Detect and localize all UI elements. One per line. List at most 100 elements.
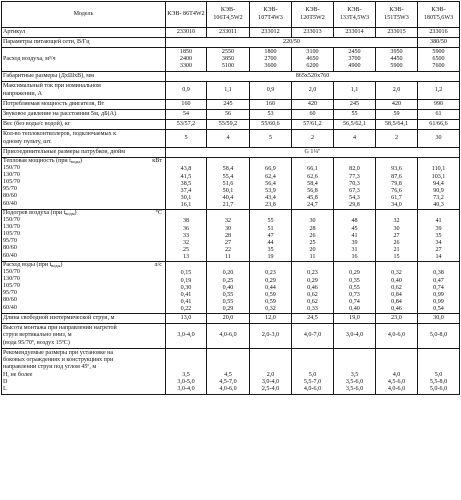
mount-height-value: 3,0-4,0 xyxy=(333,323,376,349)
air-heating-label: Подогрев воздуха (при tводы) °C xyxy=(3,210,162,217)
article-row: Артикул 233010 233011 233012 233013 2330… xyxy=(1,27,460,38)
mount-height-value: 2,0-3,0 xyxy=(249,323,292,349)
power-row: Потребляемая мощность двигателя, Вт 160 … xyxy=(1,99,460,110)
weight-row: Вес (без воды/с водой), кг 53/57,2 55/59… xyxy=(1,119,460,130)
weight-value: 61/66,6 xyxy=(417,119,460,130)
noise-value: 60 xyxy=(291,109,334,120)
power-value: 160 xyxy=(249,99,292,110)
air-heating-values: 32 30 27 26 21 15 xyxy=(375,209,418,262)
airflow-value: 3950 4450 5900 xyxy=(375,47,418,72)
jet-length-value: 13,0 xyxy=(165,313,207,324)
recommended-values: 5,0 5,5-8,0 5,0-6,0 xyxy=(417,348,460,395)
current-label: Максимальный ток при номинальном напряже… xyxy=(1,81,166,100)
recommended-values: 2,0 3,0-4,0 2,5-4,0 xyxy=(249,348,292,395)
jet-length-value: 23,0 xyxy=(375,313,418,324)
model-name: КЭВ- 180Т5,6W3 xyxy=(417,1,460,28)
noise-value: 59 xyxy=(375,109,418,120)
article-value: 233016 xyxy=(417,27,460,38)
water-flow-label: Расход воды (при tводы) л/с xyxy=(3,262,162,269)
regime-list: 150/70 130/70 105/70 95/70 80/60 60/40 xyxy=(3,269,20,311)
air-heating-cell: Подогрев воздуха (при tводы) °C 150/70 13… xyxy=(1,209,166,262)
water-flow-unit: л/с xyxy=(154,262,162,269)
air-heating-values: 48 45 41 39 31 16 xyxy=(333,209,376,262)
recommended-values: 3,5 3,0-5,0 3,0-4,0 xyxy=(165,348,207,395)
air-heating-values: 32 30 28 27 22 11 xyxy=(206,209,250,262)
heat-output-values: 66,1 62,6 58,4 56,8 45,8 24,7 xyxy=(291,157,334,210)
recommended-values: 4,5 4,5-7,0 4,0-6,0 xyxy=(206,348,250,395)
units-count-value: 4 xyxy=(333,129,376,148)
recommended-values: 5,0 5,5-7,0 4,0-6,0 xyxy=(291,348,334,395)
noise-value: 55 xyxy=(333,109,376,120)
airflow-value: 5900 6500 7600 xyxy=(417,47,460,72)
noise-value: 54 xyxy=(165,109,207,120)
heat-output-values: 58,4 55,4 51,6 50,1 40,4 21,7 xyxy=(206,157,250,210)
weight-value: 55/59,2 xyxy=(206,119,250,130)
current-value: 0,9 xyxy=(249,81,292,100)
noise-value: 56 xyxy=(206,109,250,120)
article-value: 233013 xyxy=(291,27,334,38)
jet-length-label: Длина свободной изотермической струи, м xyxy=(1,313,166,324)
power-value: 990 xyxy=(417,99,460,110)
weight-value: 58,5/64,1 xyxy=(375,119,418,130)
mount-height-value: 4,0-6,0 xyxy=(206,323,250,349)
air-heating-values: 30 28 26 25 20 11 xyxy=(291,209,334,262)
power-value: 245 xyxy=(206,99,250,110)
header-row: Модель КЭВ- 86Т4W2 КЭВ- 106Т4,5W2 КЭВ- 1… xyxy=(1,1,460,28)
water-flow-values: 0,23 0,29 0,44 0,59 0,59 0,32 xyxy=(249,261,292,314)
mount-height-value: 3,0-4,0 xyxy=(165,323,207,349)
supply-value-main: 220/50 xyxy=(165,37,418,48)
weight-label: Вес (без воды/с водой), кг xyxy=(1,119,166,130)
heat-output-row: Тепловая мощность (при tводы) кВт 150/70 … xyxy=(1,157,460,210)
airflow-value: 2450 3700 4900 xyxy=(333,47,376,72)
fittings-label: Присоединительные размеры патрубков, дюй… xyxy=(1,147,166,158)
noise-label: Звуковое давление на расстоянии 5м, дБ(А… xyxy=(1,109,166,120)
weight-value: 53/57,2 xyxy=(165,119,207,130)
water-flow-values: 0,38 0,47 0,74 0,99 0,99 0,54 xyxy=(417,261,460,314)
article-value: 233010 xyxy=(165,27,207,38)
article-label: Артикул xyxy=(1,27,166,38)
units-count-value: 4 xyxy=(206,129,250,148)
mount-height-row: Высота монтажа при направлении нагретой … xyxy=(1,323,460,349)
water-flow-values: 0,29 0,35 0,55 0,73 0,74 0,40 xyxy=(333,261,376,314)
supply-row: Параметры питающей сети, В/Гц 220/50 380… xyxy=(1,37,460,48)
units-count-value: 2 xyxy=(375,129,418,148)
units-count-value: 2 xyxy=(291,129,334,148)
jet-length-row: Длина свободной изотермической струи, м … xyxy=(1,313,460,324)
current-value: 2,0 xyxy=(291,81,334,100)
article-value: 233014 xyxy=(333,27,376,38)
weight-value: 56,5/62,1 xyxy=(333,119,376,130)
water-flow-values: 0,32 0,40 0,62 0,84 0,84 0,46 xyxy=(375,261,418,314)
water-flow-row: Расход воды (при tводы) л/с 150/70 130/70… xyxy=(1,261,460,314)
jet-length-value: 20,0 xyxy=(206,313,250,324)
fittings-value: G 1¼" xyxy=(165,147,460,158)
air-heating-unit: °C xyxy=(155,210,162,217)
heat-output-label: Тепловая мощность (при tводы) кВт xyxy=(3,158,162,165)
units-count-value: 5 xyxy=(249,129,292,148)
mount-height-value: 4,0-6,0 xyxy=(375,323,418,349)
current-value: 1,1 xyxy=(206,81,250,100)
heat-output-values: 66,9 62,4 56,4 53,9 43,4 23,8 xyxy=(249,157,292,210)
dimensions-row: Габаритные размеры (ДхШхВ), мм 865х520х7… xyxy=(1,71,460,82)
supply-value-last: 380/50 xyxy=(417,37,460,48)
jet-length-value: 24,5 xyxy=(291,313,334,324)
water-flow-values: 0,15 0,19 0,30 0,41 0,41 0,22 xyxy=(165,261,207,314)
units-count-value: 5 xyxy=(165,129,207,148)
model-name: КЭВ- 120Т5W2 xyxy=(291,1,334,28)
dimensions-value: 865х520х760 xyxy=(165,71,460,82)
water-flow-values: 0,23 0,29 0,46 0,62 0,62 0,33 xyxy=(291,261,334,314)
model-label: Модель xyxy=(1,1,166,28)
current-value: 1,2 xyxy=(417,81,460,100)
power-label: Потребляемая мощность двигателя, Вт xyxy=(1,99,166,110)
air-heating-values: 55 51 47 44 35 19 xyxy=(249,209,292,262)
recommended-values: 4,0 4,5-6,0 4,0-6,0 xyxy=(375,348,418,395)
power-value: 245 xyxy=(333,99,376,110)
jet-length-value: 19,0 xyxy=(333,313,376,324)
model-name: КЭВ- 133Т4,5W3 xyxy=(333,1,376,28)
heat-output-values: 43,8 41,5 38,5 37,4 30,1 16,1 xyxy=(165,157,207,210)
noise-value: 61 xyxy=(417,109,460,120)
airflow-value: 2550 3850 5100 xyxy=(206,47,250,72)
supply-label: Параметры питающей сети, В/Гц xyxy=(1,37,166,48)
current-row: Максимальный ток при номинальном напряже… xyxy=(1,81,460,100)
water-flow-values: 0,20 0,25 0,40 0,55 0,55 0,29 xyxy=(206,261,250,314)
airflow-label: Расход воздуха, м³/ч xyxy=(1,47,166,72)
